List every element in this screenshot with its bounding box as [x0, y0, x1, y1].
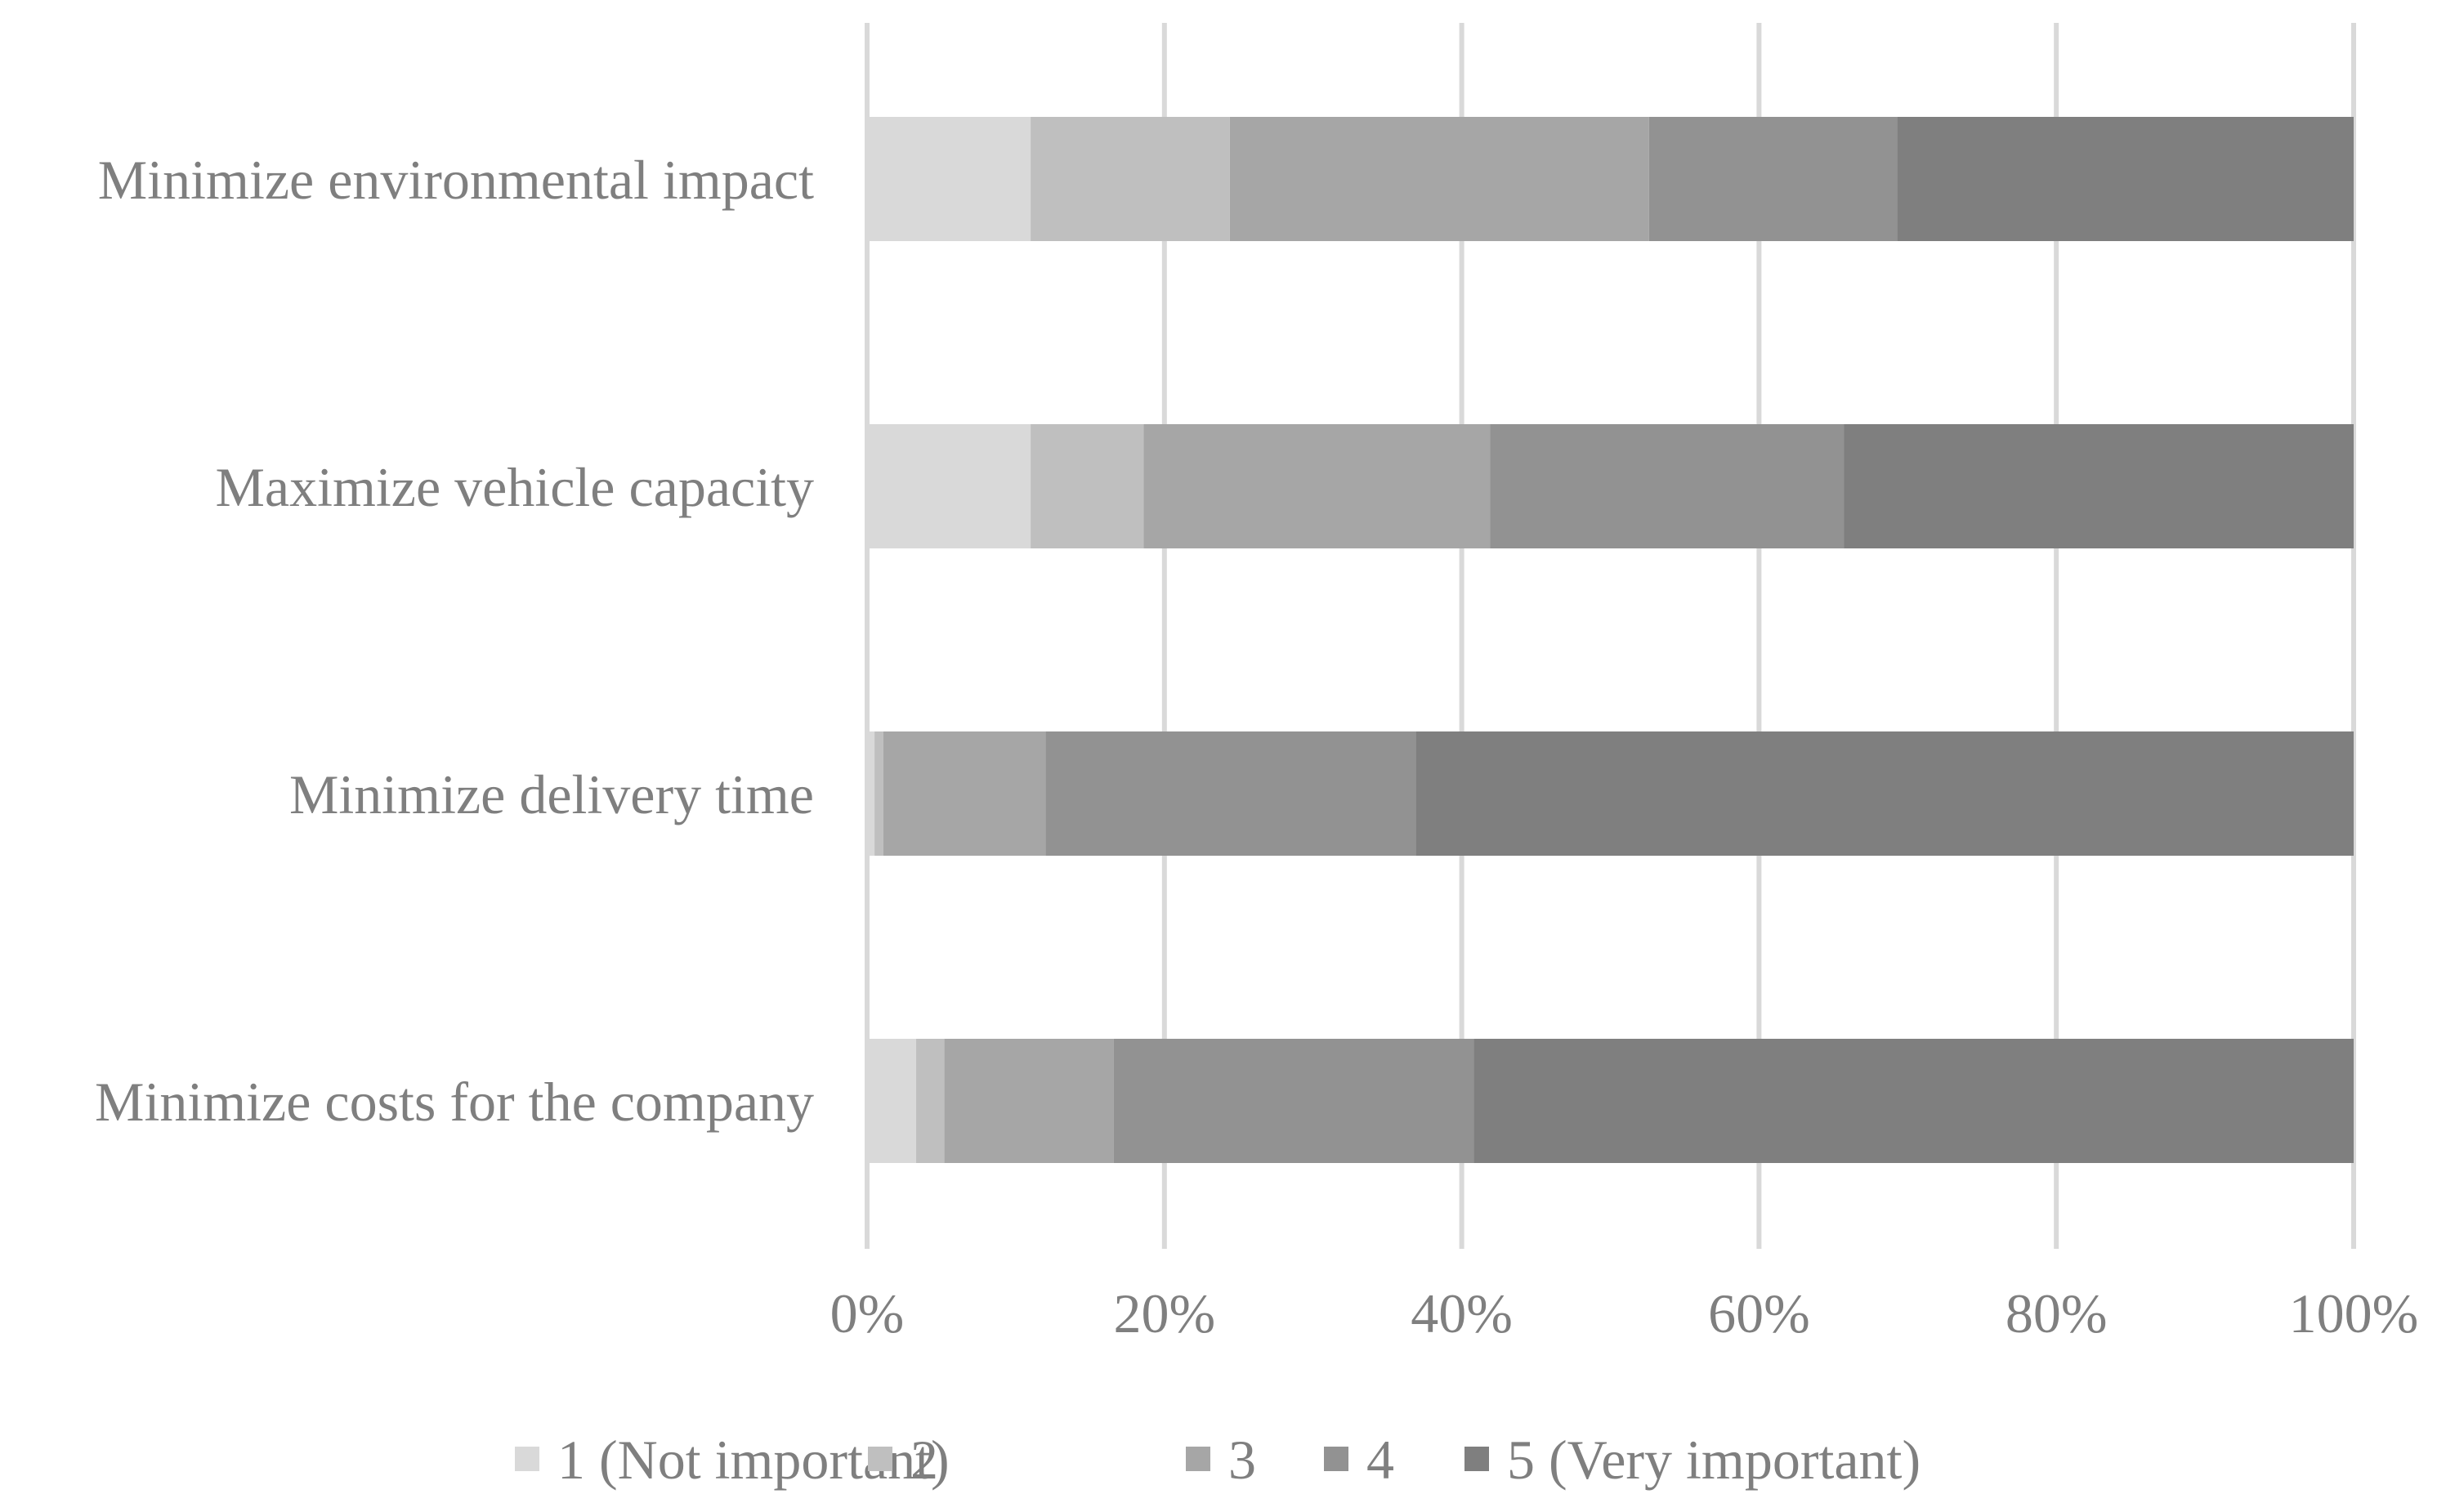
x-tick-label: 100%	[2289, 1282, 2419, 1344]
bar-segment-row4-series2	[916, 1039, 945, 1163]
legend-label: 2	[910, 1429, 938, 1491]
bar-segment-row3-series5	[1415, 731, 2354, 856]
bar-segment-row3-series2	[874, 731, 884, 856]
legend-swatch-series4	[1324, 1447, 1348, 1471]
bar-segment-row2-series1	[867, 424, 1031, 548]
bar-segment-row3-series1	[867, 731, 875, 856]
bar-segment-row1-series2	[1031, 117, 1230, 241]
bar-segment-row3-series4	[1045, 731, 1416, 856]
bar-segment-row2-series3	[1143, 424, 1491, 548]
x-tick-label: 80%	[2006, 1282, 2108, 1344]
bar-segment-row4-series5	[1473, 1039, 2354, 1163]
bar-segment-row3-series3	[883, 731, 1046, 856]
x-tick-label: 20%	[1113, 1282, 1215, 1344]
x-axis-tick-labels: 0% 20% 40% 60% 80% 100%	[830, 1282, 2419, 1344]
bar-segment-row1-series3	[1229, 117, 1649, 241]
legend-swatch-series1	[515, 1447, 539, 1471]
legend-label: 3	[1228, 1429, 1256, 1491]
category-label: Minimize delivery time	[289, 763, 814, 825]
bar-segment-row2-series4	[1490, 424, 1845, 548]
category-label: Minimize costs for the company	[95, 1071, 814, 1133]
bar-segment-row1-series1	[867, 117, 1031, 241]
bar-segment-row1-series5	[1897, 117, 2354, 241]
bar-segment-row4-series1	[867, 1039, 917, 1163]
bars	[867, 117, 2354, 1163]
bar-segment-row2-series2	[1031, 424, 1144, 548]
bar-segment-row4-series3	[944, 1039, 1114, 1163]
legend-label: 5 (Very important)	[1507, 1429, 1921, 1491]
bar-segment-row2-series5	[1844, 424, 2354, 548]
legend: 1 (Not important)2 3 4 5 (Very important)	[515, 1429, 1921, 1491]
category-labels: Minimize environmental impact Maximize ve…	[95, 149, 814, 1133]
legend-swatch-series5	[1464, 1447, 1489, 1471]
bar-segment-row4-series4	[1113, 1039, 1474, 1163]
x-tick-label: 0%	[830, 1282, 905, 1344]
category-label: Maximize vehicle capacity	[215, 456, 814, 518]
legend-label: 4	[1366, 1429, 1394, 1491]
legend-swatch-series3	[1186, 1447, 1210, 1471]
bar-segment-row1-series4	[1648, 117, 1898, 241]
legend-swatch-series2	[868, 1447, 892, 1471]
x-tick-label: 60%	[1708, 1282, 1810, 1344]
x-tick-label: 40%	[1411, 1282, 1513, 1344]
category-label: Minimize environmental impact	[98, 149, 814, 211]
